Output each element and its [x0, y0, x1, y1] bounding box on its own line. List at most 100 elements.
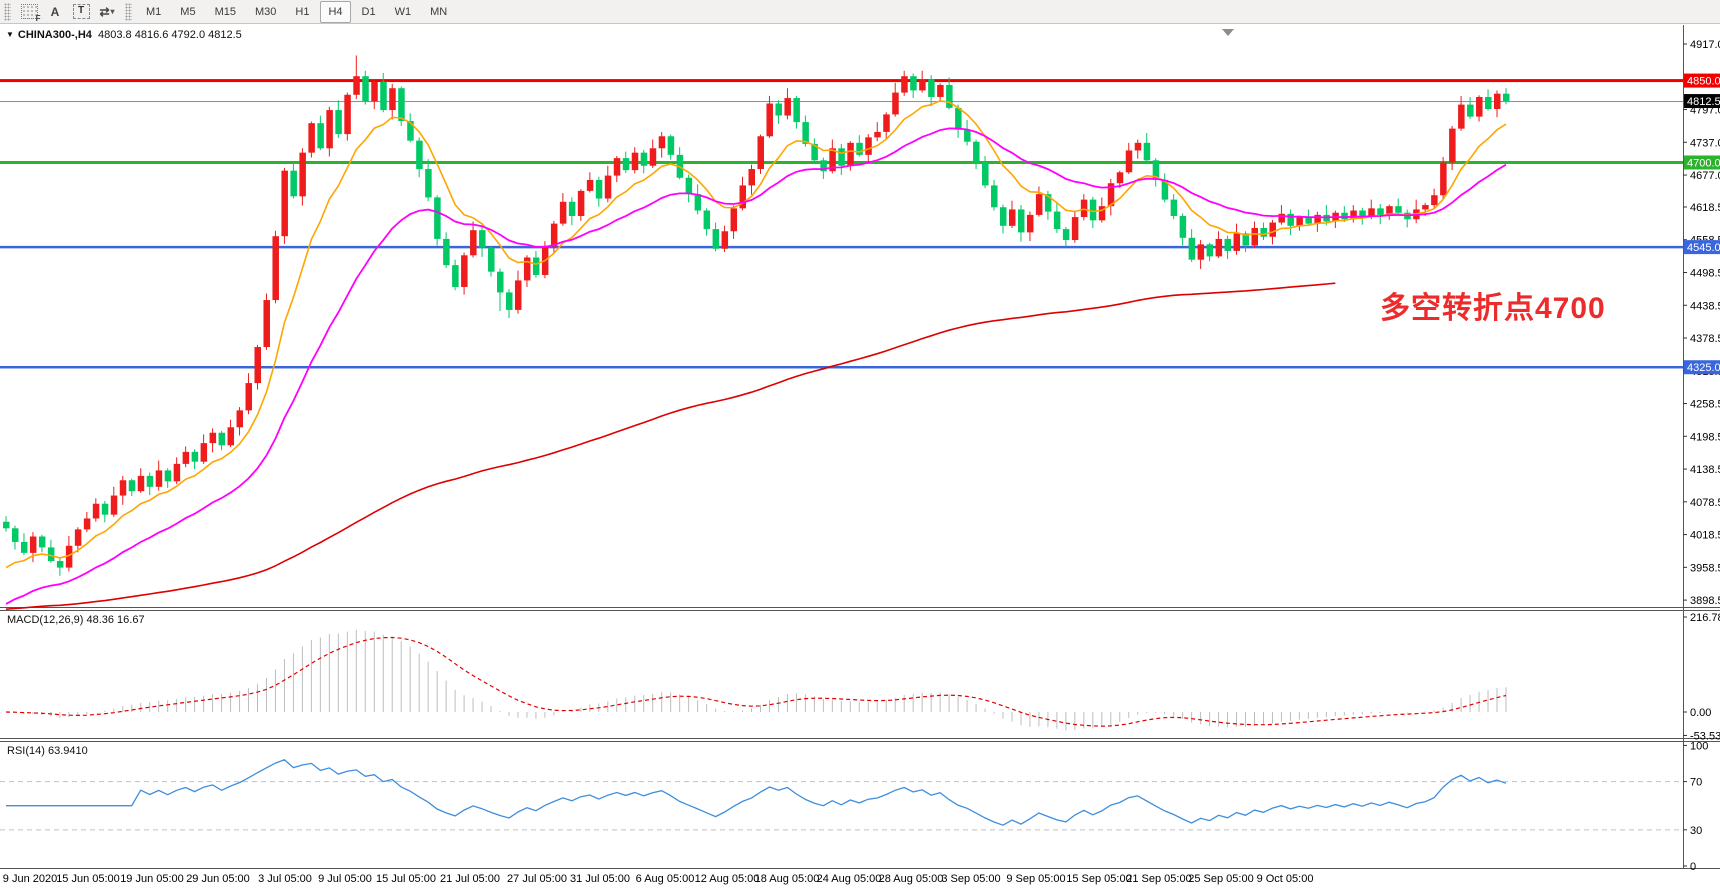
- candle-body: [146, 475, 154, 487]
- candle-body: [991, 185, 998, 208]
- timeframe-button-M5[interactable]: M5: [180, 5, 196, 18]
- candle-body: [299, 152, 306, 197]
- candle-body: [964, 129, 971, 142]
- format-grid-button[interactable]: F: [17, 1, 41, 23]
- candle-body: [1494, 93, 1501, 109]
- timeframe-button-H4[interactable]: H4: [320, 0, 351, 23]
- time-label: 27 Jul 05:00: [507, 873, 567, 885]
- candle-body: [65, 545, 73, 568]
- candle-body: [568, 201, 576, 216]
- rsi-line: [6, 759, 1507, 826]
- candle-body: [550, 223, 558, 247]
- chart-shift-marker-icon[interactable]: [1222, 29, 1234, 36]
- macd-panel[interactable]: [5, 629, 1507, 731]
- candle-body: [658, 136, 666, 149]
- candle-body: [1233, 233, 1241, 251]
- candle-body: [245, 383, 253, 411]
- timeframe-button-M15[interactable]: M15: [214, 5, 236, 18]
- candle-body: [901, 76, 908, 93]
- candle-body: [1395, 206, 1402, 213]
- time-label: 29 Jun 05:00: [186, 873, 250, 885]
- candle-body: [1053, 211, 1061, 230]
- candle-body: [290, 170, 297, 197]
- candle-body: [793, 98, 800, 123]
- timeframe-button-W1[interactable]: W1: [394, 5, 412, 18]
- moving-averages: [5, 99, 1507, 610]
- annotation-text: 多空转折点4700: [1380, 292, 1606, 325]
- candle-body: [631, 152, 639, 171]
- candle-body: [1206, 244, 1214, 257]
- candle-body: [1008, 209, 1016, 226]
- candle-body: [497, 271, 504, 293]
- price-tick-label: 4677.0: [1690, 170, 1720, 182]
- candle-body: [407, 120, 414, 141]
- candle-body: [514, 280, 522, 310]
- candle-body: [1152, 160, 1160, 180]
- time-label: 28 Aug 05:00: [879, 873, 944, 885]
- price-tick-label: 4498.5: [1690, 268, 1720, 280]
- candle-body: [820, 160, 827, 172]
- timeframe-button-H1[interactable]: H1: [295, 5, 310, 18]
- candle-body: [847, 142, 854, 166]
- rsi-panel[interactable]: [0, 759, 1683, 831]
- candle-body: [1476, 96, 1483, 117]
- candle-body: [1000, 207, 1007, 226]
- candle-body: [712, 229, 720, 249]
- timeframe-button-M30[interactable]: M30: [254, 5, 277, 18]
- ma-mid-line: [5, 127, 1507, 605]
- candle-body: [811, 143, 818, 161]
- time-label: 9 Oct 05:00: [1257, 873, 1314, 885]
- grid-f-icon: F: [20, 4, 41, 23]
- time-label: 9 Jun 2020: [3, 873, 57, 885]
- chart-window[interactable]: 4917.04797.04737.04677.04618.54558.54498…: [0, 25, 1720, 894]
- timeframe-button-M1[interactable]: M1: [146, 5, 162, 18]
- candle-body: [155, 470, 163, 487]
- candle-body: [200, 443, 208, 462]
- candle-body: [1107, 183, 1115, 207]
- candles[interactable]: [3, 55, 1510, 576]
- timeframe-button-D1[interactable]: D1: [361, 5, 376, 18]
- toolbar-grip-2[interactable]: [125, 2, 132, 21]
- time-label: 21 Jul 05:00: [440, 873, 500, 885]
- price-tick-label: 4258.5: [1690, 399, 1720, 411]
- toolbar-grip[interactable]: [4, 2, 11, 21]
- candle-body: [1098, 206, 1106, 221]
- price-badge: 4325.0: [1684, 360, 1720, 375]
- price-axis[interactable]: 4917.04797.04737.04677.04618.54558.54498…: [1683, 39, 1720, 873]
- price-badge: 4812.5: [1684, 94, 1720, 109]
- candle-body: [434, 197, 441, 239]
- price-chart-canvas[interactable]: 4917.04797.04737.04677.04618.54558.54498…: [0, 25, 1720, 894]
- candle-body: [317, 123, 324, 149]
- text-label-button[interactable]: T: [69, 1, 93, 23]
- candle-body: [559, 201, 567, 224]
- candle-body: [1314, 214, 1321, 224]
- candle-body: [74, 529, 82, 546]
- letter-a-icon: A: [50, 4, 60, 19]
- rsi-tick-label: 100: [1690, 740, 1708, 752]
- arrows-tool-button[interactable]: ⇄ ▾: [95, 1, 119, 23]
- candle-body: [443, 238, 450, 266]
- candle-body: [1197, 244, 1205, 260]
- candle-body: [1134, 142, 1142, 151]
- candle-body: [488, 247, 495, 272]
- macd-signal-line: [5, 636, 1507, 727]
- rsi-indicator-label: RSI(14) 63.9410: [7, 745, 88, 757]
- candle-body: [919, 79, 926, 91]
- timeframe-button-MN[interactable]: MN: [430, 5, 448, 18]
- chevron-down-icon: ▾: [110, 7, 115, 16]
- text-a-button[interactable]: A: [43, 1, 67, 23]
- candle-body: [1467, 104, 1474, 117]
- candle-body: [110, 495, 118, 515]
- candle-body: [613, 158, 621, 176]
- candle-body: [1377, 208, 1384, 215]
- triangle-down-icon: ▼: [6, 30, 14, 39]
- candle-body: [910, 76, 917, 91]
- candle-body: [218, 432, 226, 446]
- candle-body: [838, 148, 845, 166]
- candle-body: [1242, 233, 1250, 246]
- candle-body: [92, 503, 100, 519]
- price-tick-label: 3958.5: [1690, 562, 1720, 574]
- candle-body: [1368, 208, 1375, 218]
- candle-body: [730, 208, 738, 232]
